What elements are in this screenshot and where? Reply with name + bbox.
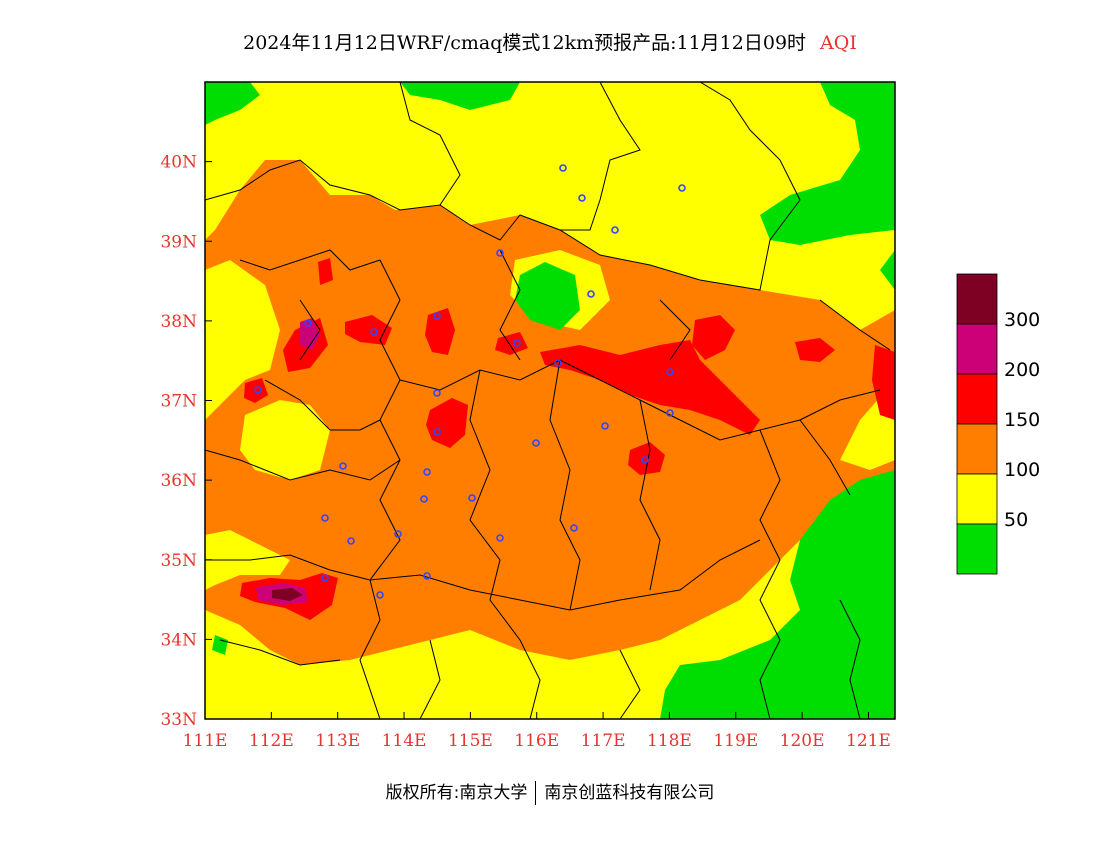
legend-swatch bbox=[956, 373, 998, 425]
admin-boundaries bbox=[205, 82, 891, 719]
aqi-maroon-core bbox=[272, 588, 303, 601]
x-tick-label: 119E bbox=[713, 731, 758, 751]
y-tick-label: 39N bbox=[160, 232, 197, 252]
y-tick-label: 38N bbox=[160, 312, 197, 332]
legend-swatch bbox=[956, 323, 998, 375]
aqi-field bbox=[205, 82, 895, 719]
x-tick-label: 120E bbox=[780, 731, 825, 751]
city-markers bbox=[254, 164, 686, 599]
legend-swatch bbox=[956, 273, 998, 325]
x-tick-label: 118E bbox=[647, 731, 692, 751]
x-tick-label: 117E bbox=[581, 731, 626, 751]
legend-label: 100 bbox=[1004, 459, 1040, 481]
x-tick-label: 114E bbox=[382, 731, 427, 751]
y-tick-label: 35N bbox=[160, 551, 197, 571]
aqi-green-zones bbox=[205, 82, 895, 719]
x-tick-label: 115E bbox=[448, 731, 493, 751]
footer-separator bbox=[535, 781, 537, 805]
legend-label: 150 bbox=[1004, 409, 1040, 431]
map-title: 2024年11月12日WRF/cmaq模式12km预报产品:11月12日09时 A… bbox=[0, 28, 1100, 55]
legend-swatch bbox=[956, 523, 998, 575]
copyright-text: 版权所有:南京大学 bbox=[385, 783, 528, 803]
y-tick-label: 37N bbox=[160, 392, 197, 412]
x-axis: 111E 112E 113E 114E 115E 116E 117E 118E 119E 120E… bbox=[183, 712, 891, 751]
legend-label: 300 bbox=[1004, 309, 1040, 331]
y-axis: 33N 34N 35N 36N 37N 38N 39N 40N bbox=[160, 153, 212, 730]
title-text: 2024年11月12日WRF/cmaq模式12km预报产品:11月12日09时 bbox=[243, 32, 807, 54]
y-tick-label: 33N bbox=[160, 710, 197, 730]
x-tick-label: 121E bbox=[846, 731, 891, 751]
footer: 版权所有:南京大学 南京创蓝科技有限公司 bbox=[0, 778, 1100, 805]
legend-label: 200 bbox=[1004, 359, 1040, 381]
legend-label: 50 bbox=[1004, 509, 1028, 531]
aqi-red-zones bbox=[240, 258, 895, 620]
x-tick-label: 111E bbox=[183, 731, 228, 751]
x-tick-label: 112E bbox=[249, 731, 294, 751]
y-tick-label: 34N bbox=[160, 630, 197, 650]
legend-swatch bbox=[956, 473, 998, 525]
x-tick-label: 116E bbox=[514, 731, 559, 751]
y-tick-label: 40N bbox=[160, 153, 197, 173]
title-product: AQI bbox=[820, 32, 857, 54]
partner-text: 南京创蓝科技有限公司 bbox=[544, 783, 715, 803]
y-tick-label: 36N bbox=[160, 471, 197, 491]
x-tick-label: 113E bbox=[315, 731, 360, 751]
aqi-legend: 300 200 150 100 50 bbox=[956, 273, 1040, 575]
legend-swatch bbox=[956, 423, 998, 475]
